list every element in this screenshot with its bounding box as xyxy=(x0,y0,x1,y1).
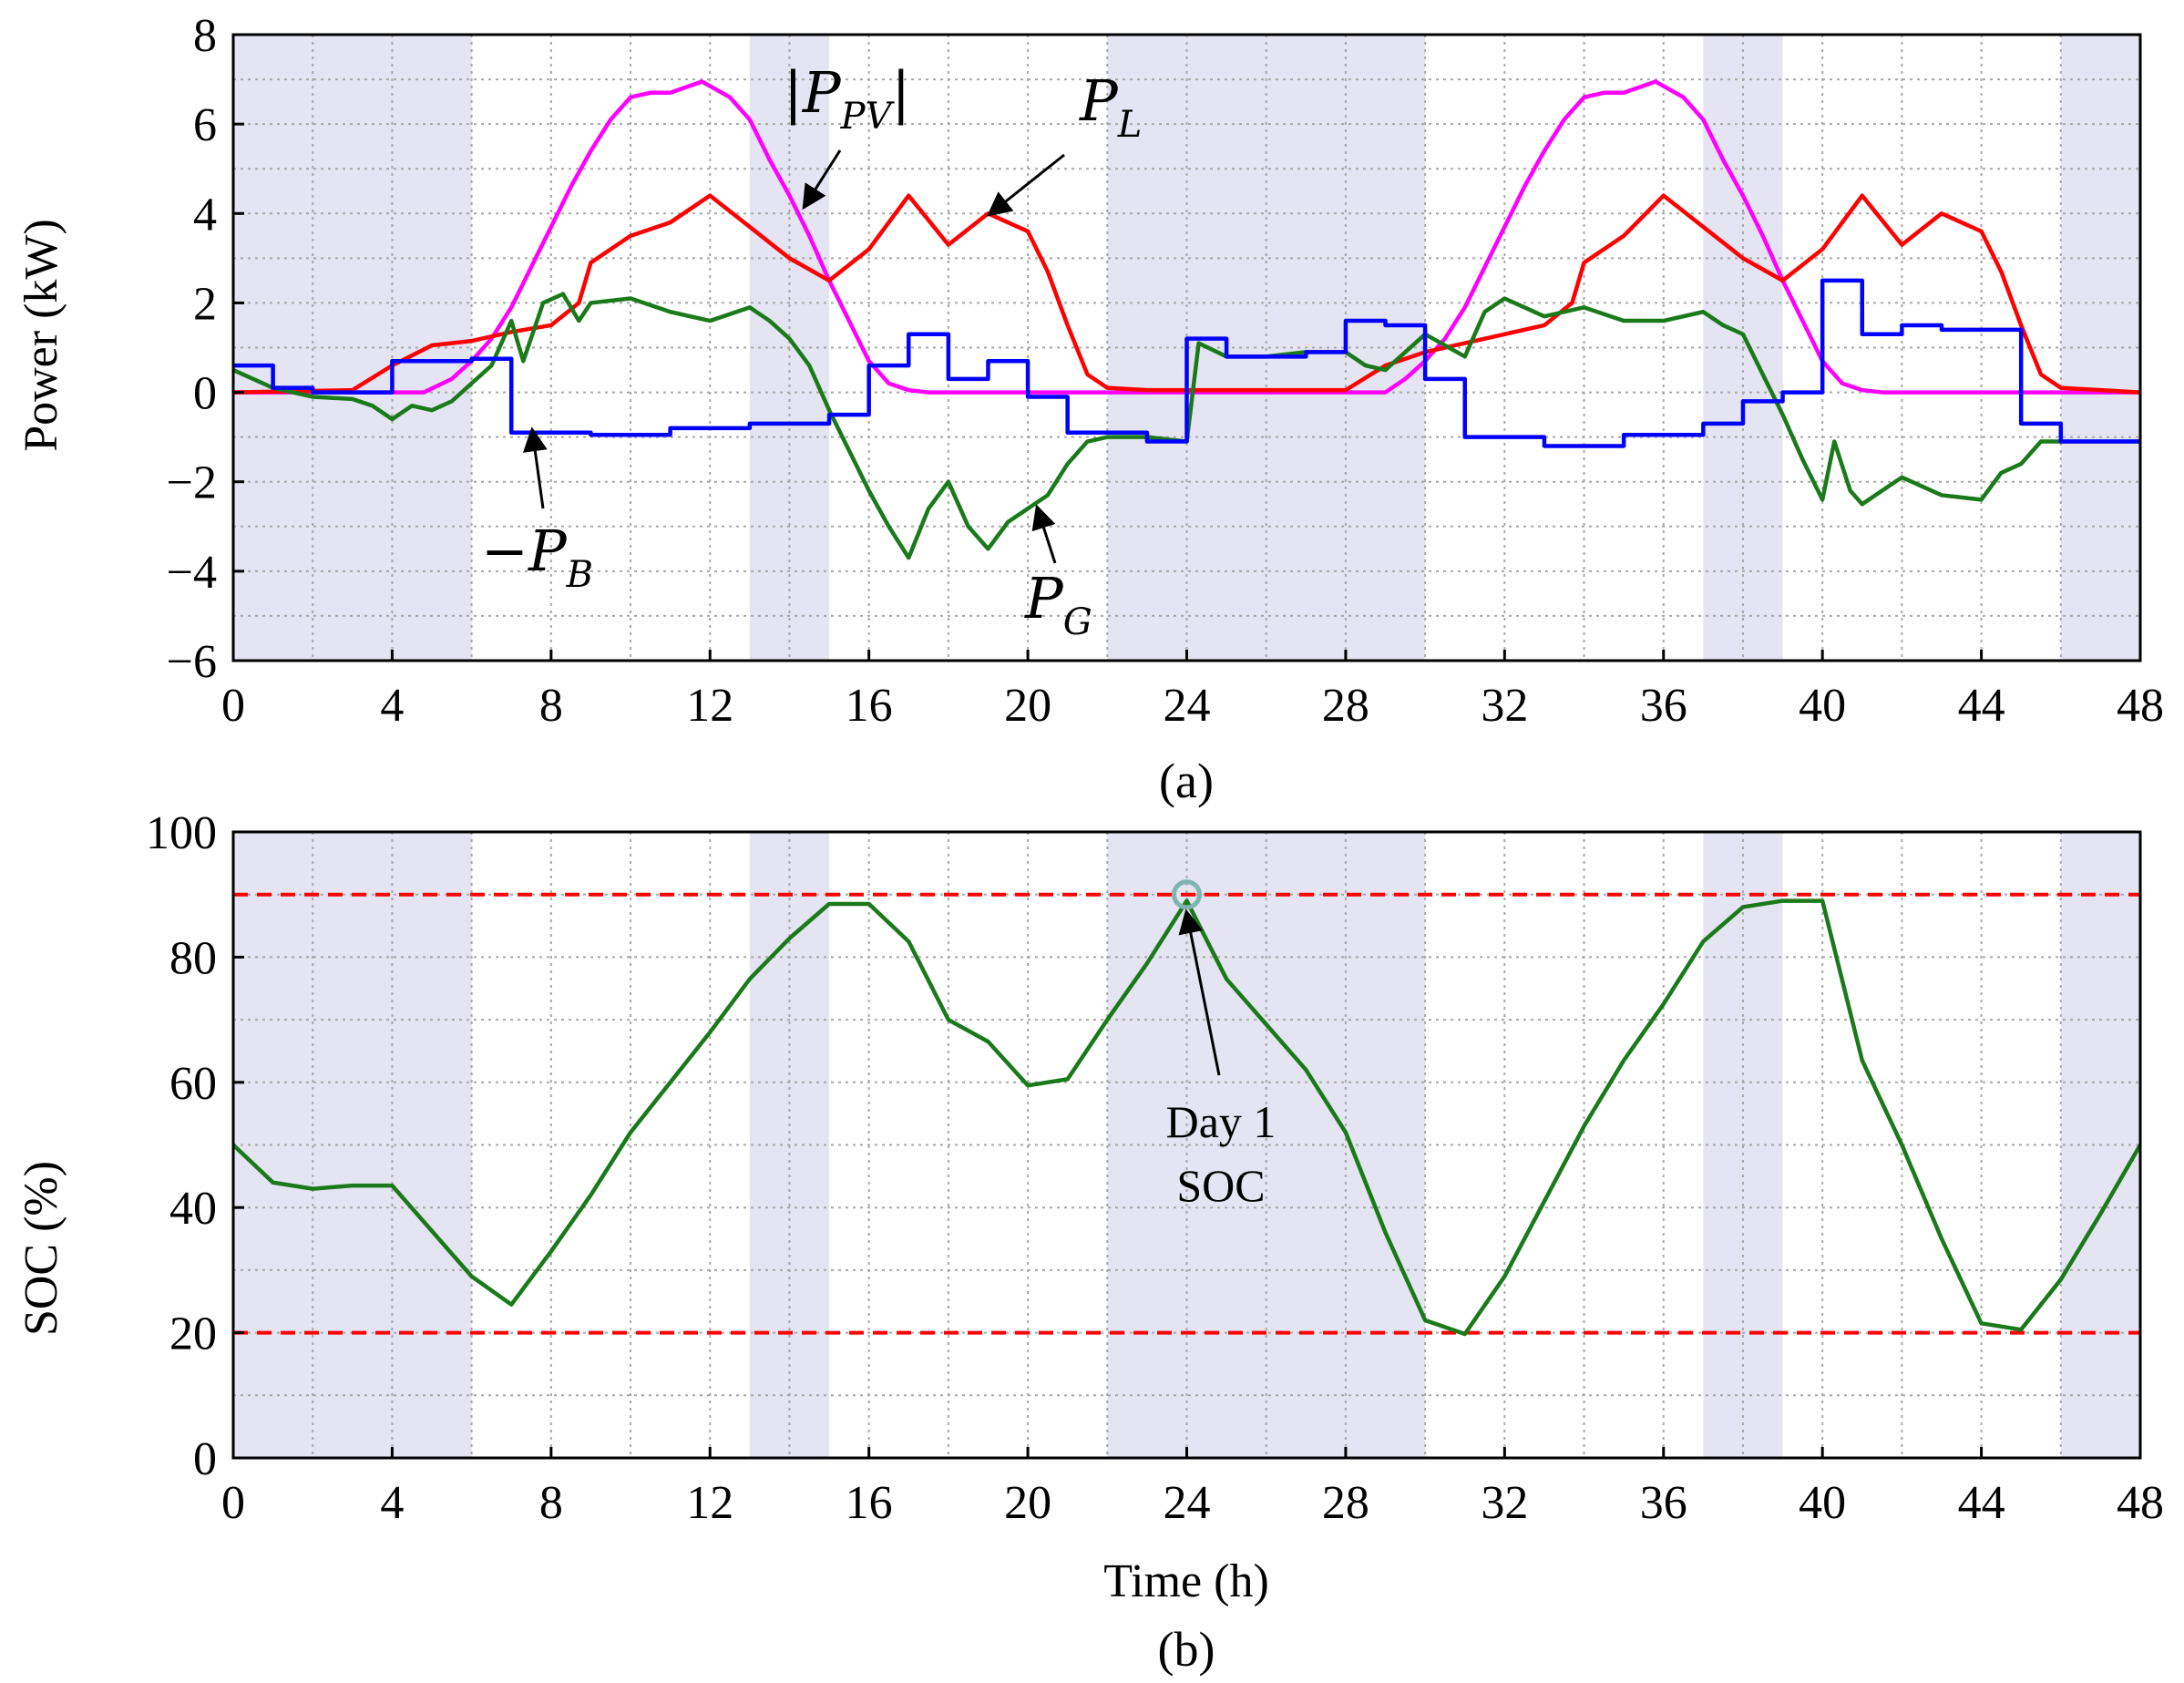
x-tick-label: 28 xyxy=(1322,1477,1369,1529)
y-tick-label: 4 xyxy=(193,189,217,241)
annotation-pg: PG xyxy=(1024,504,1092,643)
night-band-a-2 xyxy=(1107,35,1426,661)
x-tick-label: 0 xyxy=(221,1477,245,1529)
annotation-pb-label: −PB xyxy=(481,518,593,596)
x-tick-labels-b: 0 4 8 12 16 20 24 28 32 36 40 44 48 xyxy=(221,1477,2164,1529)
x-tick-label: 32 xyxy=(1481,680,1528,732)
x-tick-label: 48 xyxy=(2117,1477,2164,1529)
day1-soc-marker xyxy=(1172,879,1202,910)
x-tick-label: 36 xyxy=(1640,680,1687,732)
annotation-pl: PL xyxy=(986,67,1142,217)
annotation-pb: −PB xyxy=(481,426,593,596)
series-line-p-b xyxy=(233,278,2140,448)
y-tick-label: 40 xyxy=(169,1183,217,1235)
y-axis-label-b: SOC (%) xyxy=(15,1161,67,1336)
y-tick-label: 8 xyxy=(193,10,217,62)
x-tick-label: 8 xyxy=(539,1477,563,1529)
x-tick-label: 4 xyxy=(380,1477,404,1529)
soc-limit-lines xyxy=(233,892,2140,1335)
annotation-pb-arrow xyxy=(522,426,548,509)
x-tick-label: 40 xyxy=(1799,680,1846,732)
y-tick-label: −2 xyxy=(167,457,217,509)
y-tick-label: −6 xyxy=(167,636,217,688)
x-tick-label: 0 xyxy=(221,680,245,732)
x-tick-label: 28 xyxy=(1322,680,1369,732)
x-tick-label: 20 xyxy=(1004,680,1051,732)
x-axis-label-b: Time (h) xyxy=(1103,1555,1269,1607)
day1-soc-circle xyxy=(1172,879,1202,910)
y-tick-label: 2 xyxy=(193,278,217,330)
x-tick-label: 4 xyxy=(380,680,404,732)
y-tick-label: 6 xyxy=(193,99,217,151)
series-line-p-l xyxy=(232,193,2141,395)
x-tick-label: 16 xyxy=(846,680,893,732)
x-tick-label: 12 xyxy=(686,1477,733,1529)
x-tick-label: 44 xyxy=(1958,1477,2005,1529)
x-tick-label: 40 xyxy=(1799,1477,1846,1529)
x-tick-labels-a: 0 4 8 12 16 20 24 28 32 36 40 44 48 xyxy=(221,680,2164,732)
annotation-ppv-label: |PPV| xyxy=(784,59,910,138)
y-tick-label: 0 xyxy=(193,1433,217,1485)
x-tick-label: 36 xyxy=(1640,1477,1687,1529)
annotation-day1-soc: Day 1 SOC xyxy=(1166,908,1277,1211)
annotation-pl-label: PL xyxy=(1079,67,1142,146)
x-tick-label: 12 xyxy=(686,680,733,732)
plot-frame-a xyxy=(231,33,2142,662)
y-tick-label: 60 xyxy=(169,1058,217,1110)
x-tick-label: 24 xyxy=(1164,1477,1211,1529)
y-tick-label: 0 xyxy=(193,368,217,420)
series-line-p-g xyxy=(232,292,2140,560)
annotation-ppv-arrow xyxy=(802,149,842,210)
annotation-pg-arrow xyxy=(1031,504,1057,564)
annotation-day1-line1: Day 1 xyxy=(1166,1096,1277,1147)
plot-frame-b xyxy=(231,830,2142,1460)
x-tick-label: 8 xyxy=(539,680,563,732)
annotation-day1-line2: SOC xyxy=(1176,1160,1265,1211)
annotation-pg-label: PG xyxy=(1024,565,1092,643)
y-tick-label: 20 xyxy=(169,1308,217,1360)
y-tick-label: 80 xyxy=(169,932,217,984)
x-tick-label: 32 xyxy=(1481,1477,1528,1529)
y-tick-label: 100 xyxy=(146,807,217,859)
x-tick-label: 16 xyxy=(846,1477,893,1529)
series-a xyxy=(232,79,2141,560)
y-axis-label-a: Power (kW) xyxy=(15,219,67,452)
caption-b: (b) xyxy=(1158,1622,1215,1677)
x-tick-label: 24 xyxy=(1164,680,1211,732)
x-tick-label: 48 xyxy=(2117,680,2164,732)
series-line-p-pv xyxy=(233,79,2140,395)
x-tick-label: 20 xyxy=(1004,1477,1051,1529)
series-line-soc xyxy=(231,898,2142,1337)
annotation-day1-arrow xyxy=(1178,908,1221,1076)
annotation-ppv: |PPV| xyxy=(784,59,910,210)
x-tick-label: 44 xyxy=(1958,680,2005,732)
annotation-pl-arrow xyxy=(986,153,1065,217)
caption-a: (a) xyxy=(1159,754,1214,808)
y-tick-labels-a: −6 −4 −2 0 2 4 6 8 xyxy=(167,10,217,688)
y-tick-label: −4 xyxy=(167,547,217,599)
series-b xyxy=(231,898,2142,1337)
y-tick-labels-b: 0 20 40 60 80 100 xyxy=(146,807,217,1485)
